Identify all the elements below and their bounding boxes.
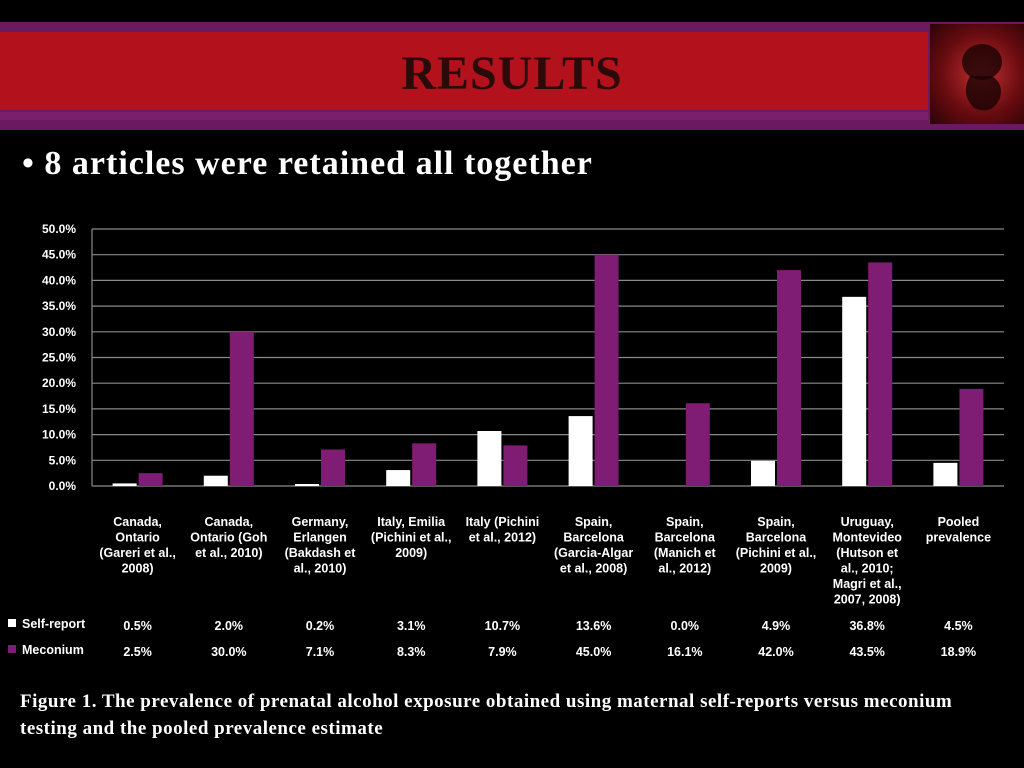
category-label: Spain, Barcelona (Pichini et al., 2009) — [736, 515, 817, 576]
data-label: 2.0% — [215, 619, 244, 633]
data-label: 18.9% — [941, 645, 976, 659]
bar-self-report-2 — [295, 484, 319, 486]
bar-self-report-5 — [568, 416, 593, 486]
figure-caption: Figure 1. The prevalence of prenatal alc… — [20, 691, 953, 739]
data-label: 4.9% — [762, 619, 791, 633]
title-band — [0, 32, 928, 110]
bar-meconium-9 — [959, 388, 984, 486]
y-tick-label: 25.0% — [42, 351, 76, 365]
bar-meconium-7 — [777, 270, 801, 486]
category-label: Pooled prevalence — [926, 515, 991, 545]
data-label: 0.0% — [671, 619, 700, 633]
y-tick-label: 15.0% — [42, 402, 76, 416]
bar-meconium-1 — [229, 331, 254, 486]
fetus-image — [930, 24, 1024, 124]
data-label: 10.7% — [485, 619, 520, 633]
data-label: 8.3% — [397, 645, 426, 659]
category-label: Germany, Erlangen (Bakdash et al., 2010) — [285, 515, 357, 576]
category-label: Italy, Emilia (Pichini et al., 2009) — [371, 515, 452, 560]
legend-label-self-report: Self-report — [22, 617, 86, 631]
data-label: 30.0% — [211, 645, 246, 659]
data-label: 13.6% — [576, 619, 611, 633]
y-tick-label: 20.0% — [42, 376, 76, 390]
data-label: 7.9% — [488, 645, 517, 659]
data-label: 36.8% — [849, 619, 884, 633]
bar-self-report-1 — [203, 475, 228, 486]
data-label: 7.1% — [306, 645, 335, 659]
y-tick-label: 45.0% — [42, 248, 76, 262]
bar-meconium-3 — [412, 443, 437, 486]
legend-swatch-meconium — [8, 645, 16, 653]
legend-label-meconium: Meconium — [22, 643, 84, 657]
bar-meconium-2 — [321, 449, 345, 486]
data-label: 43.5% — [849, 645, 884, 659]
data-label: 4.5% — [944, 619, 973, 633]
y-tick-label: 0.0% — [49, 479, 77, 493]
data-label: 16.1% — [667, 645, 702, 659]
bullet-point: • 8 articles were retained all together — [22, 145, 593, 182]
category-label: Spain, Barcelona (Garcia-Algar et al., 2008… — [554, 515, 633, 576]
category-label: Spain, Barcelona (Manich et al., 2012) — [654, 515, 717, 576]
data-label: 45.0% — [576, 645, 611, 659]
y-tick-label: 35.0% — [42, 299, 76, 313]
bar-meconium-5 — [594, 254, 619, 486]
slide-title: RESULTS — [401, 47, 623, 100]
y-tick-label: 40.0% — [42, 273, 76, 287]
category-label: Canada, Ontario (Goh et al., 2010) — [190, 515, 267, 560]
y-tick-label: 50.0% — [42, 222, 76, 236]
bar-meconium-4 — [503, 445, 528, 486]
bar-self-report-4 — [477, 431, 502, 486]
bar-self-report-0 — [112, 483, 137, 486]
bar-meconium-8 — [868, 262, 893, 486]
bar-meconium-6 — [685, 403, 710, 486]
bar-self-report-7 — [751, 460, 775, 486]
banner-stripe — [0, 112, 928, 120]
data-label: 0.2% — [306, 619, 335, 633]
category-label: Italy (Pichini et al., 2012) — [466, 515, 540, 545]
y-tick-label: 30.0% — [42, 325, 76, 339]
category-label: Uruguay, Montevideo (Hutson et al., 2010; Ma… — [832, 515, 902, 607]
data-label: 3.1% — [397, 619, 426, 633]
legend-swatch-self-report — [8, 619, 16, 627]
data-label: 42.0% — [758, 645, 793, 659]
bar-self-report-8 — [842, 296, 867, 486]
bar-meconium-0 — [138, 473, 163, 486]
y-tick-label: 5.0% — [49, 453, 77, 467]
data-label: 0.5% — [123, 619, 152, 633]
y-tick-label: 10.0% — [42, 428, 76, 442]
category-label: Canada, Ontario (Gareri et al., 2008) — [99, 515, 175, 576]
bar-self-report-9 — [933, 462, 958, 486]
bar-self-report-3 — [386, 470, 411, 486]
data-label: 2.5% — [123, 645, 152, 659]
bar-chart: 0.0% 5.0% 10.0% 15.0% 20.0% 25.0% 30.0% 35.0% 40… — [8, 222, 1004, 659]
